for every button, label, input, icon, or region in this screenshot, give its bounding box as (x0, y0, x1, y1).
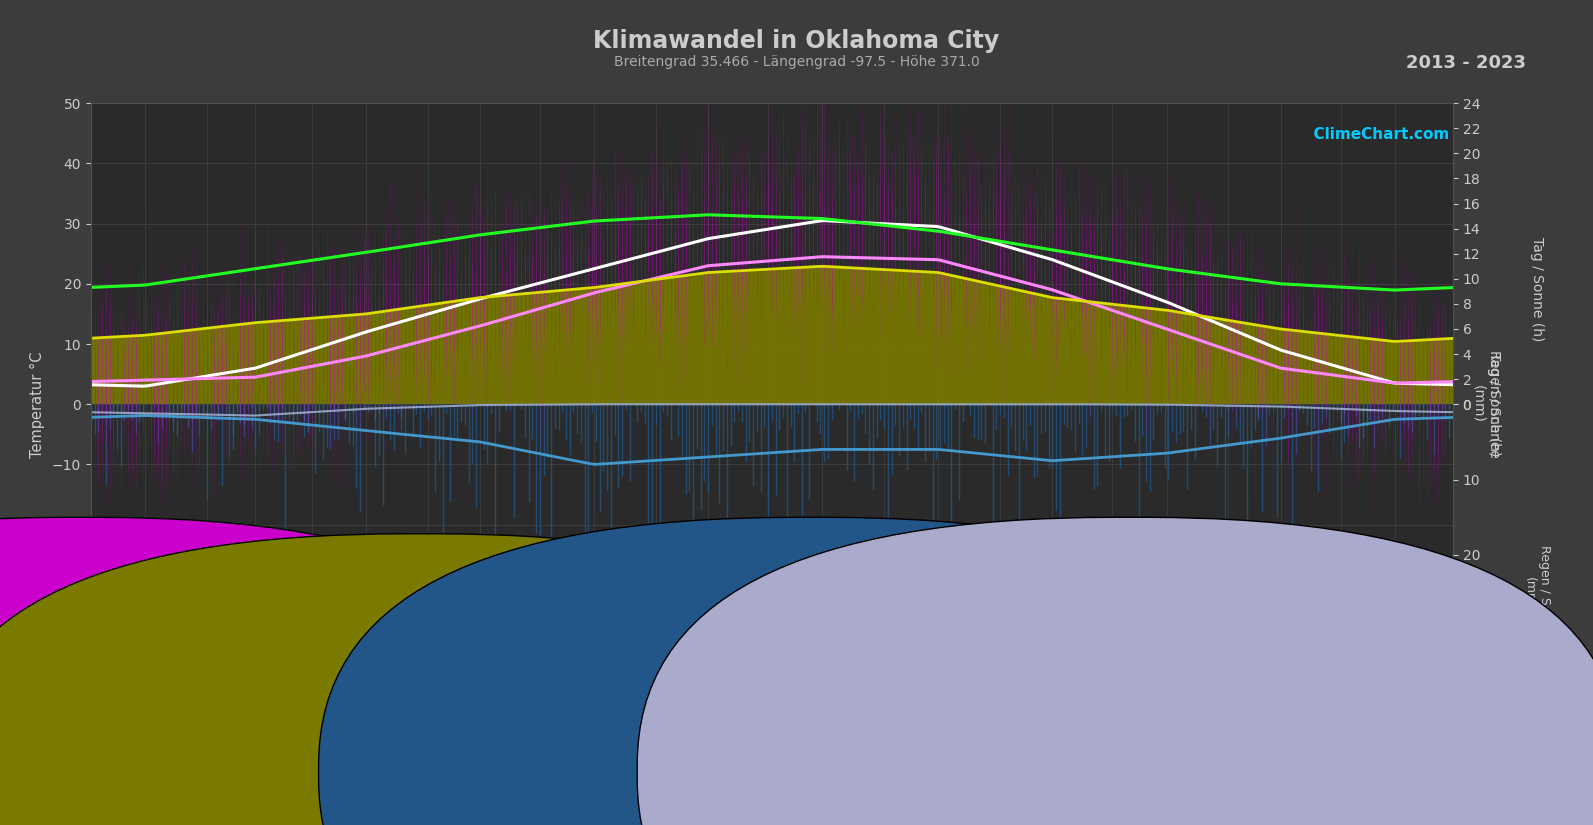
Y-axis label: Regen / Schnee
(mm): Regen / Schnee (mm) (1470, 351, 1501, 458)
Text: —  Monatsdurchschnitt: — Monatsdurchschnitt (1115, 782, 1268, 795)
Text: Tag / Sonne (h): Tag / Sonne (h) (406, 733, 524, 747)
Text: Schnee pro Tag: Schnee pro Tag (1150, 761, 1252, 774)
Text: ClimeChart.com: ClimeChart.com (105, 642, 252, 658)
Text: —  Monatsdurchschnitt: — Monatsdurchschnitt (796, 782, 949, 795)
Text: Schnee (mm): Schnee (mm) (1115, 733, 1219, 747)
Text: Tag / Sonne (h): Tag / Sonne (h) (1531, 237, 1544, 341)
Text: —  Sonnenschein Monatsdurchschnitt: — Sonnenschein Monatsdurchschnitt (406, 796, 658, 809)
Text: Regen pro Tag: Regen pro Tag (832, 761, 927, 774)
Text: Temperatur °C: Temperatur °C (67, 733, 180, 747)
Text: Regen / Schnee
(mm): Regen / Schnee (mm) (1523, 545, 1552, 643)
Y-axis label: Temperatur °C: Temperatur °C (30, 351, 45, 458)
Text: —  Tageslicht pro Tag: — Tageslicht pro Tag (406, 757, 546, 771)
Text: —  Monatlicher Durchschnitt: — Monatlicher Durchschnitt (67, 782, 256, 795)
Text: 2013 - 2023: 2013 - 2023 (1407, 54, 1526, 72)
Text: Sonnenschein pro Tag: Sonnenschein pro Tag (441, 777, 588, 790)
Y-axis label: Tag / Sonne (h): Tag / Sonne (h) (1488, 352, 1501, 456)
Text: © ClimeChart.com: © ClimeChart.com (1403, 800, 1521, 813)
Text: Klimawandel in Oklahoma City: Klimawandel in Oklahoma City (593, 29, 1000, 53)
Text: Breitengrad 35.466 - Längengrad -97.5 - Höhe 371.0: Breitengrad 35.466 - Längengrad -97.5 - … (613, 55, 980, 69)
Text: Regen (mm): Regen (mm) (796, 733, 892, 747)
Text: © ClimeChart.com: © ClimeChart.com (1403, 799, 1521, 812)
Text: ClimeChart.com: ClimeChart.com (1303, 127, 1450, 142)
Text: Bereich min / max pro Tag: Bereich min / max pro Tag (102, 761, 277, 774)
